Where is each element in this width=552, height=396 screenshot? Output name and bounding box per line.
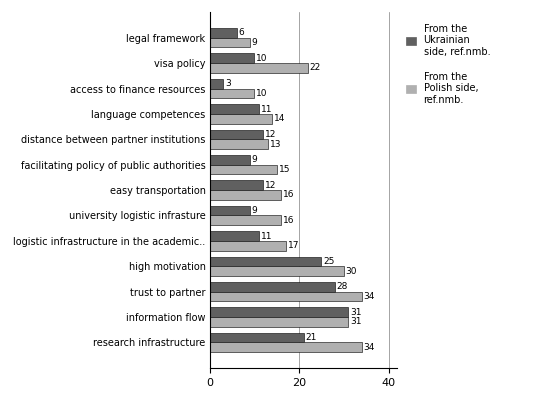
Bar xyxy=(210,291,362,301)
Bar xyxy=(210,104,259,114)
Bar xyxy=(210,28,237,38)
Text: 30: 30 xyxy=(346,267,357,276)
Text: 14: 14 xyxy=(274,114,285,123)
Bar xyxy=(210,307,348,317)
Text: 34: 34 xyxy=(363,343,375,352)
Bar xyxy=(210,165,277,174)
Bar xyxy=(210,139,268,149)
Text: 12: 12 xyxy=(265,130,277,139)
Text: 13: 13 xyxy=(269,140,281,148)
Text: 10: 10 xyxy=(256,89,268,98)
Text: 34: 34 xyxy=(363,292,375,301)
Bar xyxy=(210,343,362,352)
Text: 11: 11 xyxy=(261,232,272,240)
Text: 9: 9 xyxy=(252,206,258,215)
Bar xyxy=(210,282,335,291)
Text: 16: 16 xyxy=(283,216,295,225)
Bar xyxy=(210,89,254,98)
Legend: From the
Ukrainian
side, ref.nmb., From the
Polish side,
ref.nmb.: From the Ukrainian side, ref.nmb., From … xyxy=(406,24,490,105)
Bar xyxy=(210,53,254,63)
Text: 25: 25 xyxy=(323,257,335,266)
Bar xyxy=(210,231,259,241)
Text: 31: 31 xyxy=(350,317,362,326)
Text: 11: 11 xyxy=(261,105,272,114)
Bar xyxy=(210,215,282,225)
Text: 16: 16 xyxy=(283,190,295,200)
Text: 3: 3 xyxy=(225,79,231,88)
Text: 28: 28 xyxy=(337,282,348,291)
Bar xyxy=(210,266,344,276)
Bar xyxy=(210,333,304,343)
Bar xyxy=(210,155,250,165)
Text: 17: 17 xyxy=(288,241,299,250)
Bar xyxy=(210,181,263,190)
Text: 31: 31 xyxy=(350,308,362,317)
Text: 15: 15 xyxy=(279,165,290,174)
Bar xyxy=(210,63,308,73)
Bar xyxy=(210,206,250,215)
Bar xyxy=(210,317,348,327)
Text: 9: 9 xyxy=(252,38,258,47)
Bar xyxy=(210,114,272,124)
Bar xyxy=(210,190,282,200)
Text: 9: 9 xyxy=(252,155,258,164)
Bar xyxy=(210,38,250,48)
Text: 12: 12 xyxy=(265,181,277,190)
Text: 21: 21 xyxy=(305,333,317,342)
Text: 10: 10 xyxy=(256,54,268,63)
Bar xyxy=(210,241,286,251)
Text: 22: 22 xyxy=(310,63,321,72)
Bar xyxy=(210,129,263,139)
Text: 6: 6 xyxy=(238,29,244,37)
Bar xyxy=(210,79,223,89)
Bar xyxy=(210,257,321,266)
